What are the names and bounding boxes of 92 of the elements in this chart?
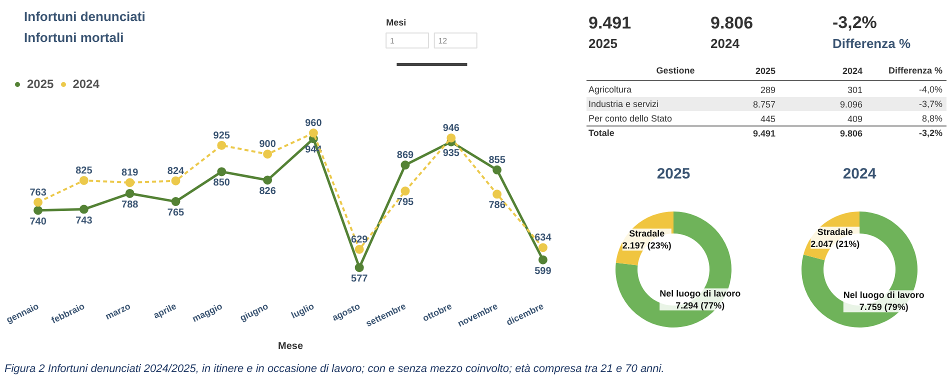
data-label: 935 bbox=[442, 148, 460, 159]
data-label: 740 bbox=[30, 216, 47, 228]
text: -4,0% bbox=[918, 84, 943, 94]
text: 301 bbox=[847, 85, 863, 95]
data-label: 599 bbox=[534, 266, 552, 277]
category-label: Differenza % bbox=[888, 66, 942, 76]
data-label: 819 bbox=[122, 168, 139, 179]
text: Infortuni mortali bbox=[24, 30, 124, 45]
point bbox=[171, 197, 180, 206]
data-label: 825 bbox=[76, 165, 93, 176]
text: 445 bbox=[760, 114, 776, 124]
chart-title: 2025 bbox=[656, 166, 690, 182]
point bbox=[79, 204, 88, 214]
point bbox=[492, 190, 502, 199]
category-label: Agricoltura bbox=[588, 84, 632, 94]
data-label: 795 bbox=[396, 197, 414, 208]
x-tick-label: luglio bbox=[290, 300, 316, 320]
text: 9.806 bbox=[840, 128, 863, 138]
text: Mesi bbox=[386, 18, 406, 28]
legend-label: 2024 bbox=[72, 77, 100, 91]
x-tick-label: aprile bbox=[152, 300, 178, 320]
point bbox=[34, 206, 43, 215]
point bbox=[34, 198, 43, 207]
data-label: 788 bbox=[122, 199, 139, 210]
data-label: 7.294 (77%) bbox=[676, 300, 725, 310]
text: 9.806 bbox=[710, 14, 754, 32]
point bbox=[538, 243, 548, 252]
text: Infortuni denunciati bbox=[24, 9, 146, 24]
point bbox=[171, 176, 180, 186]
text: -3,2% bbox=[918, 128, 943, 138]
point bbox=[354, 263, 364, 272]
category-label: 2024 bbox=[710, 36, 740, 51]
point bbox=[217, 167, 226, 176]
text: 9.491 bbox=[752, 128, 776, 138]
point bbox=[125, 188, 134, 198]
text: Figura 2 Infortuni denunciati 2024/2025, in itinere e in occasione di lavoro; con e senza mezzo coinvolto; età compresa tra 21 e 70 anni. bbox=[4, 363, 664, 375]
slice-label: Stradale bbox=[817, 226, 853, 237]
category-label: 2025 bbox=[755, 66, 776, 76]
text: 9.096 bbox=[840, 100, 863, 110]
category-label: 2024 bbox=[842, 66, 863, 76]
data-label: 925 bbox=[213, 130, 230, 142]
text: -3,7% bbox=[918, 99, 943, 109]
legend-label: 2025 bbox=[27, 77, 54, 91]
point bbox=[538, 255, 548, 264]
text: Gestione bbox=[656, 66, 695, 76]
x-axis-title: Mese bbox=[278, 341, 304, 352]
point bbox=[263, 176, 272, 185]
data-label: 765 bbox=[167, 208, 185, 219]
data-label: 826 bbox=[259, 186, 276, 198]
slice-label: Nel luogo di lavoro bbox=[660, 288, 742, 298]
data-label: 2.047 (21%) bbox=[810, 238, 860, 249]
point bbox=[217, 140, 226, 150]
data-label: 900 bbox=[259, 139, 276, 150]
data-label: 824 bbox=[167, 166, 185, 177]
data-label: 855 bbox=[488, 154, 506, 166]
text: 9.491 bbox=[588, 14, 632, 32]
point bbox=[400, 160, 410, 170]
point bbox=[125, 178, 134, 188]
data-label: 7.759 (79%) bbox=[859, 302, 908, 312]
category-label: Industria e servizi bbox=[588, 99, 659, 109]
text: -3,2% bbox=[832, 13, 877, 32]
data-label: 743 bbox=[76, 215, 93, 226]
category-label: Per conto dello Stato bbox=[588, 114, 672, 124]
point bbox=[354, 244, 364, 254]
point bbox=[308, 128, 318, 138]
point bbox=[263, 150, 272, 159]
text: 8.757 bbox=[752, 100, 776, 110]
data-label: 869 bbox=[396, 150, 414, 162]
category-label: Totale bbox=[588, 128, 614, 138]
text: 8,8% bbox=[922, 114, 942, 124]
data-label: 850 bbox=[213, 178, 230, 189]
point bbox=[446, 133, 456, 142]
point bbox=[492, 165, 502, 174]
data-label: 946 bbox=[442, 122, 460, 134]
data-label: 786 bbox=[488, 200, 506, 212]
text: 289 bbox=[760, 85, 776, 95]
point bbox=[79, 176, 88, 185]
text: 409 bbox=[847, 114, 863, 124]
text: 12 bbox=[438, 36, 448, 46]
data-label: 2.197 (23%) bbox=[622, 240, 672, 251]
slice-label: Stradale bbox=[629, 228, 665, 239]
data-label: 763 bbox=[30, 187, 47, 198]
data-label: 634 bbox=[534, 232, 552, 244]
point bbox=[400, 186, 410, 196]
chart-title: 2024 bbox=[842, 166, 877, 182]
slice-label: Nel luogo di lavoro bbox=[843, 290, 925, 300]
text: 1 bbox=[390, 36, 395, 46]
data-label: 577 bbox=[351, 274, 368, 285]
x-tick-label: marzo bbox=[104, 300, 132, 322]
category-label: Differenza % bbox=[832, 36, 911, 51]
category-label: 2025 bbox=[588, 36, 618, 51]
data-label: 960 bbox=[305, 118, 322, 130]
